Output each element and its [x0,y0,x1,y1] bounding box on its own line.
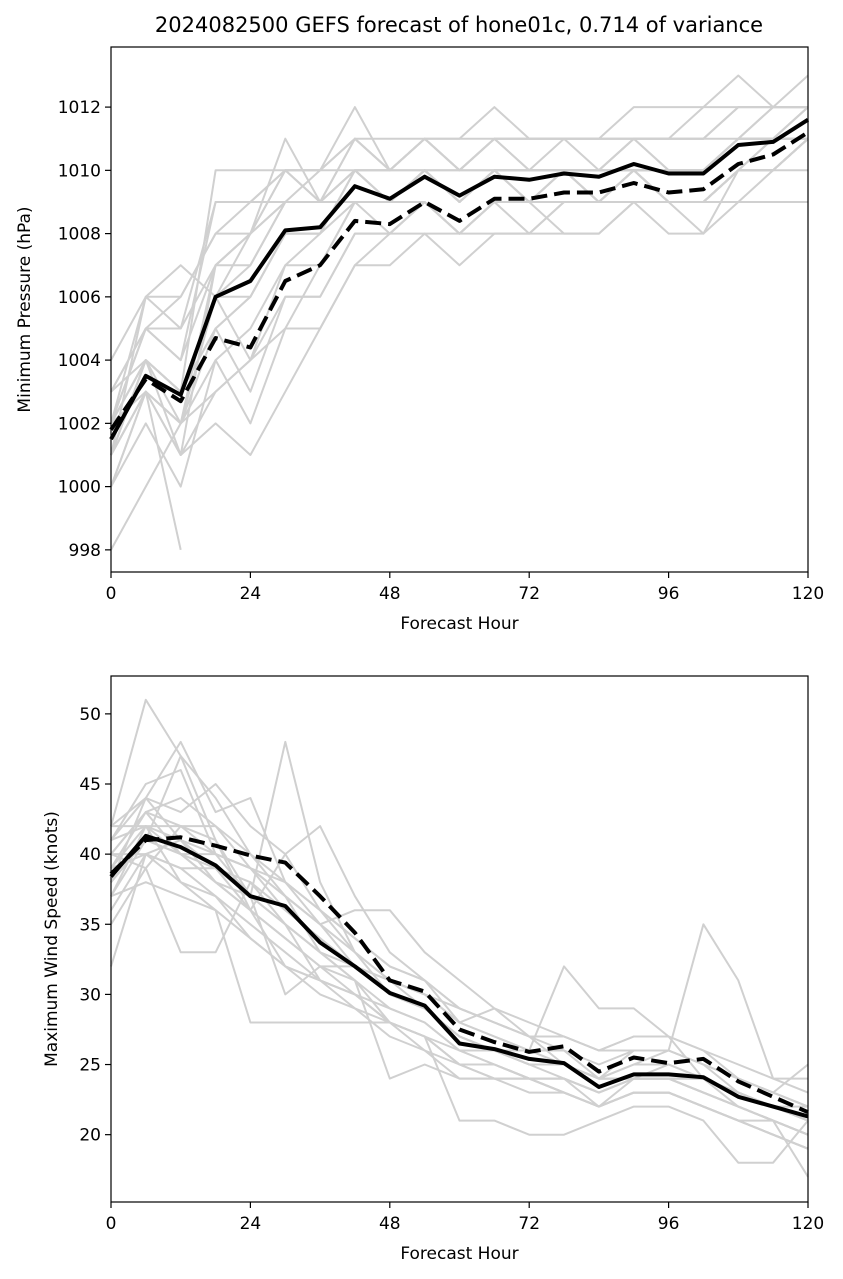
pressure-y-tick-label: 1004 [58,351,101,371]
pressure-member-line-7 [110,137,808,424]
wind-y-tick-label: 45 [79,775,101,795]
wind-y-axis-label: Maximum Wind Speed (knots) [42,811,62,1067]
pressure-member-line-9 [110,201,808,487]
pressure-y-tick-label: 998 [69,541,101,561]
wind-y-tick-label: 30 [79,985,101,1005]
wind-x-tick-label: 72 [518,1214,540,1234]
pressure-member-line-2 [110,106,808,456]
pressure-mean-line-dashed [109,130,810,431]
wind-y-tick-label: 50 [79,705,101,725]
chart-title: 2024082500 GEFS forecast of hone01c, 0.7… [155,13,763,37]
pressure-mean-lines [109,118,810,441]
wind-y-tick-label: 25 [79,1056,101,1076]
pressure-y-axis-label: Minimum Pressure (hPa) [15,206,35,412]
pressure-member-line-12 [110,106,808,361]
pressure-x-tick-label: 48 [379,584,401,604]
wind-member-line-7 [110,811,809,1122]
wind-member-line-19 [110,853,809,1164]
wind-x-tick-label: 24 [240,1214,262,1234]
wind-member-line-11 [110,811,809,1122]
wind-plot-frame [110,675,809,1203]
pressure-x-tick-label: 120 [792,584,824,604]
pressure-x-tick-label: 72 [518,584,540,604]
pressure-member-line-4 [110,137,808,425]
pressure-member-line-21 [110,106,808,456]
pressure-panel: 0 24 48 72 96 120 998 1000 1002 1004 1006 1008 1010… [15,46,824,634]
pressure-member-line-10 [110,137,808,424]
wind-member-line-3 [110,853,809,1150]
pressure-member-line-5 [110,106,809,393]
pressure-member-lines [110,74,809,551]
pressure-member-line-18 [110,390,182,551]
wind-member-line-13 [110,783,808,1080]
pressure-member-line-17 [110,137,809,424]
pressure-plot-frame [110,46,809,573]
pressure-member-line-19 [110,137,809,425]
pressure-y-tick-label: 1006 [58,288,101,308]
wind-member-line-22 [110,797,809,1094]
wind-x-axis-ticks: 0 24 48 72 96 120 [106,1202,824,1234]
pressure-x-tick-label: 24 [240,584,262,604]
pressure-x-axis-label: Forecast Hour [400,614,518,634]
wind-x-tick-label: 48 [379,1214,401,1234]
wind-member-line-18 [110,797,809,1150]
wind-mean-lines [109,833,809,1119]
pressure-y-tick-label: 1002 [58,414,101,434]
wind-y-tick-label: 40 [79,845,101,865]
wind-member-line-9 [111,825,809,1150]
wind-y-axis-ticks: 20 25 30 35 40 45 50 [79,705,111,1146]
wind-panel: 0 24 48 72 96 120 20 25 30 35 40 45 50 Forecast Hou… [42,675,824,1264]
wind-member-line-20 [110,825,808,1108]
wind-member-line-21 [110,839,809,1178]
wind-mean-line-solid [109,833,809,1119]
pressure-member-line-22 [110,137,809,456]
pressure-x-tick-label: 96 [658,584,680,604]
wind-member-line-17 [110,839,809,1108]
pressure-y-tick-label: 1008 [58,225,101,245]
pressure-x-tick-label: 0 [106,584,117,604]
wind-x-axis-label: Forecast Hour [400,1244,518,1264]
pressure-y-tick-label: 1012 [58,98,101,118]
pressure-member-line-16 [110,106,808,393]
wind-x-tick-label: 120 [792,1214,824,1234]
wind-x-tick-label: 96 [658,1214,680,1234]
pressure-y-axis-ticks: 998 1000 1002 1004 1006 1008 1010 1012 [58,98,111,561]
wind-y-tick-label: 35 [79,915,101,935]
wind-member-lines [110,698,809,1178]
pressure-member-line-1 [110,74,809,424]
pressure-y-tick-label: 1000 [58,478,101,498]
pressure-x-axis-ticks: 0 24 48 72 96 120 [106,572,824,604]
pressure-member-line-14 [110,106,809,456]
wind-member-line-12 [110,881,809,1150]
wind-mean-line-dashed [109,835,809,1115]
pressure-y-tick-label: 1010 [58,161,101,181]
pressure-mean-line-solid [109,118,810,441]
wind-y-tick-label: 20 [79,1126,101,1146]
wind-x-tick-label: 0 [106,1214,117,1234]
